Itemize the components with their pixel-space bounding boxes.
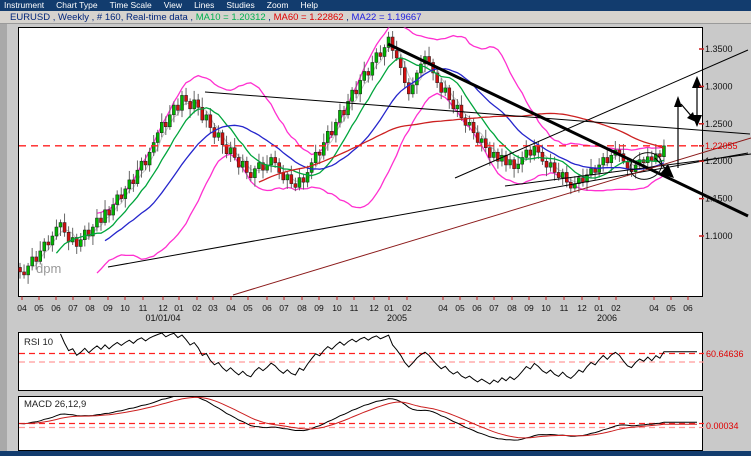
rsi-value-label: 60.64636: [706, 349, 744, 359]
macd-panel-label: MACD 26,12,9: [24, 399, 86, 410]
svg-text:02: 02: [402, 303, 412, 313]
svg-text:12: 12: [158, 303, 168, 313]
svg-text:12: 12: [369, 303, 379, 313]
ma60-readout: MA60 = 1.22862: [273, 12, 344, 23]
svg-text:09: 09: [314, 303, 324, 313]
ma10-readout: MA10 = 1.20312: [195, 12, 266, 23]
svg-text:10: 10: [541, 303, 551, 313]
svg-text:02: 02: [611, 303, 621, 313]
ma22-readout: MA22 = 1.19667: [351, 12, 422, 23]
svg-text:06: 06: [472, 303, 482, 313]
main-chart-plot[interactable]: [18, 27, 703, 297]
menu-item-zoom[interactable]: Zoom: [266, 0, 289, 10]
rsi-series: [60, 332, 697, 385]
svg-text:04: 04: [438, 303, 448, 313]
svg-text:03: 03: [208, 303, 218, 313]
svg-text:2006: 2006: [597, 313, 617, 323]
svg-text:01: 01: [384, 303, 394, 313]
svg-text:04: 04: [226, 303, 236, 313]
svg-text:11: 11: [139, 303, 148, 313]
svg-text:05: 05: [34, 303, 44, 313]
svg-text:01: 01: [594, 303, 604, 313]
menu-item-lines[interactable]: Lines: [194, 0, 215, 10]
price-level-dashed-lines: [19, 145, 704, 429]
svg-text:09: 09: [524, 303, 534, 313]
macd-value-label: 0.00034: [706, 421, 739, 431]
svg-text:07: 07: [489, 303, 499, 313]
svg-text:04: 04: [17, 303, 27, 313]
svg-text:1.1500: 1.1500: [705, 194, 733, 204]
svg-text:09: 09: [103, 303, 113, 313]
svg-text:06: 06: [683, 303, 693, 313]
svg-text:05: 05: [666, 303, 676, 313]
svg-text:10: 10: [120, 303, 130, 313]
svg-text:1.2500: 1.2500: [705, 119, 733, 129]
axis-labels: 1.3500 1.3000 1.2500 1.2000 1.1500 1.1000 04 05…: [17, 44, 732, 323]
watermark: dpm: [36, 261, 61, 276]
menu-item-studies[interactable]: Studies: [226, 0, 255, 10]
svg-text:08: 08: [507, 303, 517, 313]
svg-text:11: 11: [350, 303, 359, 313]
svg-text:08: 08: [297, 303, 307, 313]
svg-text:05: 05: [243, 303, 253, 313]
menu-item-time-scale[interactable]: Time Scale: [109, 0, 152, 10]
separator: ,: [343, 12, 352, 23]
separator: ,: [265, 12, 274, 23]
menu-item-help[interactable]: Help: [300, 0, 318, 10]
svg-text:11: 11: [560, 303, 569, 313]
chart-status-text: EURUSD , Weekly , # 160, Real-time data …: [10, 12, 196, 23]
svg-text:05: 05: [455, 303, 465, 313]
svg-text:07: 07: [68, 303, 78, 313]
menu-bar: Instrument Chart Type Time Scale View Li…: [0, 0, 751, 11]
left-gutter: [0, 24, 7, 451]
svg-text:08: 08: [85, 303, 95, 313]
bottom-edge-bar: [0, 451, 751, 456]
svg-text:12: 12: [577, 303, 587, 313]
menu-item-chart-type[interactable]: Chart Type: [56, 0, 98, 10]
svg-text:07: 07: [279, 303, 289, 313]
svg-text:1.1000: 1.1000: [705, 231, 733, 241]
svg-text:2005: 2005: [387, 313, 407, 323]
candlesticks: [18, 31, 666, 284]
svg-text:06: 06: [262, 303, 272, 313]
menu-item-instrument[interactable]: Instrument: [4, 0, 45, 10]
svg-text:1.3000: 1.3000: [705, 81, 733, 91]
trend-lines[interactable]: [107, 42, 751, 296]
menu-item-view[interactable]: View: [163, 0, 183, 10]
svg-text:01: 01: [174, 303, 184, 313]
chart-status-bar: EURUSD , Weekly , # 160, Real-time data …: [0, 11, 751, 24]
svg-text:02: 02: [192, 303, 202, 313]
svg-text:04: 04: [649, 303, 659, 313]
svg-text:06: 06: [51, 303, 61, 313]
current-price-label: 1.22055: [705, 141, 738, 151]
svg-text:10: 10: [332, 303, 342, 313]
svg-text:01/01/04: 01/01/04: [145, 313, 180, 323]
macd-series: [19, 396, 697, 441]
annotations-arrows-ellipse[interactable]: [627, 76, 702, 183]
rsi-panel-label: RSI 10: [24, 337, 53, 348]
svg-text:1.3500: 1.3500: [705, 44, 733, 54]
svg-text:1.2000: 1.2000: [705, 156, 733, 166]
